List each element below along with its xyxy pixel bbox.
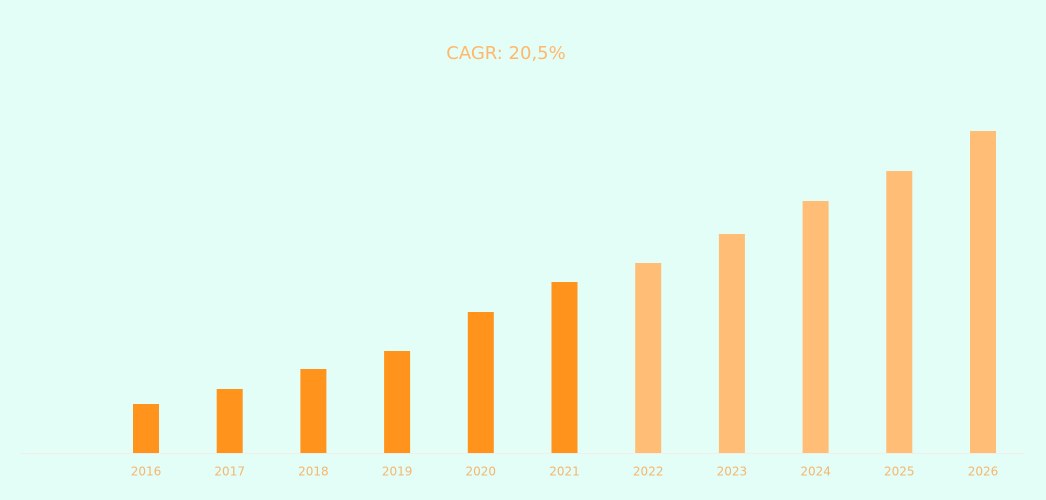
bar (718, 234, 745, 453)
x-tick-label: 2021 (549, 465, 580, 479)
x-tick-label: 2022 (633, 465, 664, 479)
x-tick-label: 2018 (298, 465, 329, 479)
chart-title: CAGR: 20,5% (446, 43, 565, 64)
bar (384, 351, 411, 453)
x-tick-label: 2026 (968, 465, 999, 479)
bar (802, 201, 829, 453)
x-tick-label: 2019 (382, 465, 413, 479)
bar (300, 369, 327, 453)
bar (551, 282, 578, 453)
x-tick-label: 2024 (800, 465, 831, 479)
x-tick-label: 2017 (214, 465, 245, 479)
bar (970, 131, 996, 453)
bar (635, 263, 662, 453)
x-tick-label: 2020 (466, 465, 497, 479)
bar (886, 171, 913, 453)
x-tick-label: 2025 (884, 465, 915, 479)
bar (216, 389, 243, 453)
bar (467, 312, 494, 453)
x-tick-label: 2016 (131, 465, 162, 479)
bar (133, 404, 159, 453)
x-tick-label: 2023 (717, 465, 748, 479)
